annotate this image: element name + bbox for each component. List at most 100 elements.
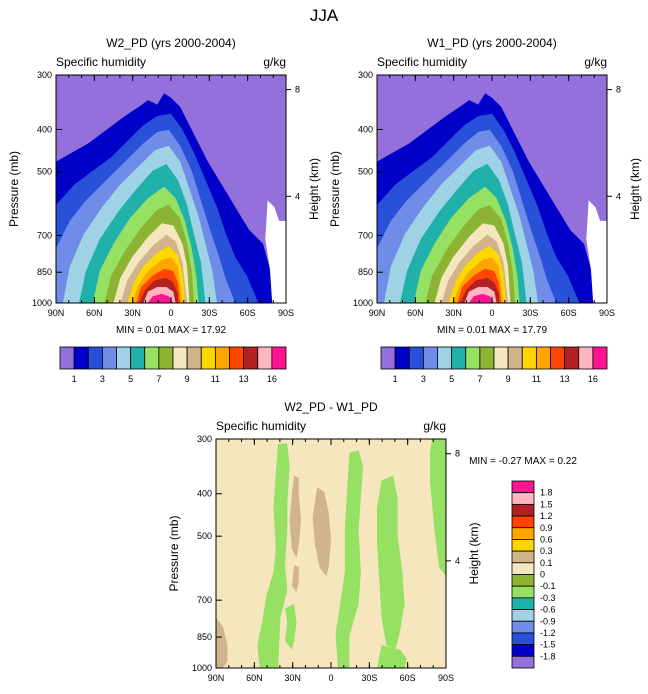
colorbar-swatch <box>511 527 535 540</box>
colorbar-swatch <box>479 346 495 370</box>
y-tick-label: 400 <box>358 124 373 134</box>
y2-tick-label: 4 <box>616 191 621 201</box>
panel-right-label: g/kg <box>263 55 286 69</box>
colorbar-swatch <box>59 346 75 370</box>
x-tick-label: 30S <box>361 673 377 683</box>
x-tick-label: 90N <box>48 308 65 318</box>
colorbar-label: 0.6 <box>540 534 553 544</box>
colorbar-label: -0.1 <box>540 581 556 591</box>
colorbar-label: 0 <box>540 570 545 580</box>
colorbar-label: 13 <box>560 374 570 384</box>
colorbar-swatch <box>511 492 535 505</box>
y-tick-label: 400 <box>37 124 52 134</box>
y-tick-label: 500 <box>37 167 52 177</box>
x-tick-label: 60N <box>407 308 424 318</box>
panel-right-label: g/kg <box>584 55 607 69</box>
colorbar-swatch <box>116 346 132 370</box>
colorbar-label: 11 <box>211 374 220 384</box>
y-tick-label: 700 <box>358 230 373 240</box>
colorbar-w2: 1 3 5 7 9 11 13 16 <box>59 346 287 384</box>
colorbar-label: 1 <box>393 374 398 384</box>
colorbar-label: 1 <box>72 374 77 384</box>
colorbar-label: -0.9 <box>540 616 556 626</box>
stats-label: MIN = -0.27 MAX = 0.22 <box>469 456 577 467</box>
colorbar-swatch <box>550 346 566 370</box>
panel-diff-axes: 90N 60N 30N 0 30S 60S 90S 300 400 500 700 850 1000 8 4… <box>167 400 481 683</box>
x-tick-label: 90S <box>278 308 294 318</box>
diff-green-6 <box>377 645 407 668</box>
colorbar-swatch <box>408 346 424 370</box>
y2-tick-label: 4 <box>295 191 300 201</box>
colorbar-swatch <box>200 346 216 370</box>
diff-green-1 <box>257 443 290 668</box>
colorbar-label: 3 <box>421 374 426 384</box>
contour-level-15 <box>469 293 495 303</box>
stats-label: MIN = 0.01 MAX = 17.92 <box>116 325 226 336</box>
colorbar-label: 1.8 <box>540 488 553 498</box>
colorbar-label: 13 <box>239 374 249 384</box>
x-tick-label: 90S <box>599 308 615 318</box>
panel-w2-contours <box>56 75 286 303</box>
colorbar-swatch <box>511 480 535 494</box>
panel-diff-contours <box>216 439 446 668</box>
colorbar-label: 5 <box>128 374 133 384</box>
colorbar-label: 11 <box>532 374 541 384</box>
y2-axis-label: Height (km) <box>628 158 642 220</box>
y-tick-label: 700 <box>37 230 52 240</box>
colorbar-label: -0.6 <box>540 605 556 615</box>
panel-right-label: g/kg <box>423 419 446 433</box>
colorbar-label: 9 <box>506 374 511 384</box>
x-tick-label: 60N <box>246 673 263 683</box>
diff-tan-2 <box>312 487 331 577</box>
y-tick-label: 300 <box>37 70 52 80</box>
colorbar-label: -1.8 <box>540 651 556 661</box>
y-tick-label: 1000 <box>32 298 52 308</box>
colorbar-swatch <box>511 597 535 610</box>
colorbar-swatch <box>243 346 259 370</box>
y-tick-label: 300 <box>197 434 212 444</box>
colorbar-swatch <box>511 515 535 529</box>
panel-title: W1_PD (yrs 2000-2004) <box>427 36 556 50</box>
colorbar-swatch <box>511 503 535 517</box>
colorbar-swatch <box>144 346 160 370</box>
x-tick-label: 30N <box>124 308 141 318</box>
colorbar-swatch <box>229 346 245 370</box>
y2-tick-label: 8 <box>455 449 460 459</box>
y-axis-label: Pressure (mb) <box>167 515 181 591</box>
colorbar-swatch <box>158 346 174 370</box>
panel-title: W2_PD (yrs 2000-2004) <box>106 36 235 50</box>
colorbar-swatch <box>87 346 103 370</box>
colorbar-label: -1.5 <box>540 640 556 650</box>
y-tick-label: 1000 <box>192 663 212 673</box>
y-tick-label: 850 <box>197 632 212 642</box>
colorbar-label: 1.5 <box>540 499 553 509</box>
colorbar-swatch <box>511 574 535 587</box>
y-tick-label: 850 <box>358 267 373 277</box>
x-tick-label: 30N <box>445 308 462 318</box>
panel-w1-axes: 90N 60N 30N 0 30S 60S 90S 300 400 500 700 850 1000 8 4… <box>328 36 642 318</box>
diff-tan-3 <box>291 565 299 593</box>
colorbar-label: 0.1 <box>540 558 553 568</box>
colorbar-label: 16 <box>267 374 277 384</box>
colorbar-swatch <box>535 346 551 370</box>
x-tick-label: 30S <box>522 308 538 318</box>
x-tick-label: 60S <box>561 308 577 318</box>
colorbar-label: -1.2 <box>540 628 556 638</box>
x-tick-label: 60S <box>240 308 256 318</box>
colorbar-label: 0.3 <box>540 546 553 556</box>
colorbar-swatch <box>271 346 287 370</box>
panel-w1-contours <box>377 75 607 303</box>
colorbar-swatch <box>451 346 467 370</box>
colorbar-label: 1.2 <box>540 511 553 521</box>
diff-tan-1 <box>289 475 302 559</box>
y2-axis-label: Height (km) <box>307 158 321 220</box>
colorbar-label: 5 <box>449 374 454 384</box>
colorbar-w1: 1 3 5 7 9 11 13 16 <box>380 346 608 384</box>
colorbar-swatch <box>511 620 535 634</box>
colorbar-label: 7 <box>156 374 161 384</box>
colorbar-swatch <box>578 346 594 370</box>
colorbar-label: 0.9 <box>540 523 553 533</box>
colorbar-swatch <box>437 346 453 370</box>
y-axis-label: Pressure (mb) <box>328 151 342 227</box>
colorbar-swatch <box>511 539 535 552</box>
